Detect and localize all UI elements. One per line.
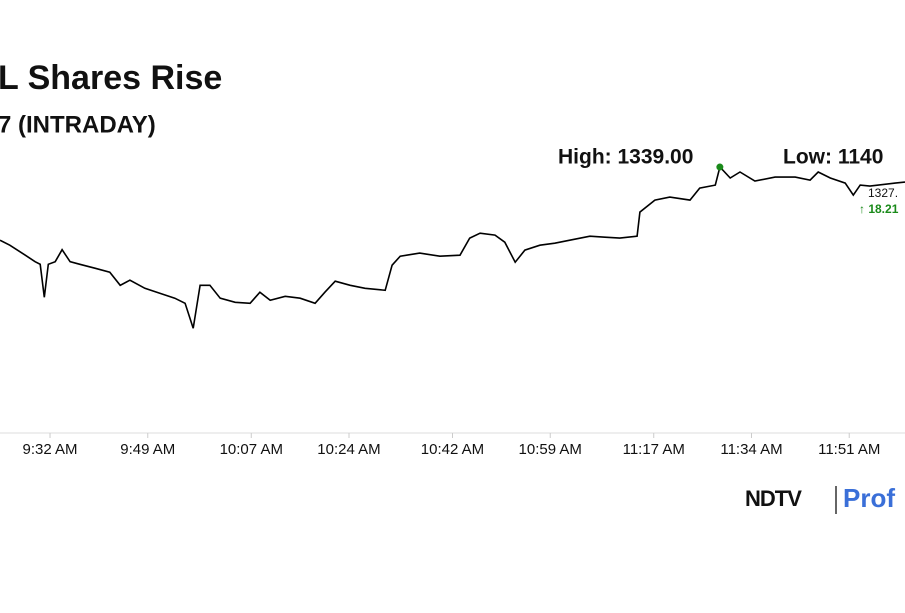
logo-profit: Prof bbox=[843, 483, 895, 513]
x-tick-label: 10:59 AM bbox=[519, 441, 582, 458]
x-tick-label: 11:17 AM bbox=[623, 441, 685, 458]
x-tick-label: 10:42 AM bbox=[421, 441, 484, 458]
price-line bbox=[0, 165, 905, 329]
low-annotation: Low: 1140 bbox=[783, 146, 883, 169]
x-tick-label: 9:32 AM bbox=[22, 441, 77, 458]
chart-title: L Shares Rise bbox=[0, 59, 222, 97]
last-price: 1327. bbox=[868, 186, 898, 200]
x-tick-label: 10:07 AM bbox=[220, 441, 283, 458]
high-marker bbox=[716, 163, 724, 171]
x-tick-label: 11:51 AM bbox=[818, 441, 880, 458]
chart-subtitle: 7 (INTRADAY) bbox=[0, 111, 156, 138]
x-tick-label: 10:24 AM bbox=[317, 441, 380, 458]
high-annotation: High: 1339.00 bbox=[558, 146, 693, 169]
x-tick-label: 11:34 AM bbox=[720, 441, 782, 458]
logo-ndtv: NDTV bbox=[745, 486, 802, 511]
price-change: ↑ 18.21 bbox=[859, 202, 899, 216]
x-tick-label: 9:49 AM bbox=[120, 441, 175, 458]
